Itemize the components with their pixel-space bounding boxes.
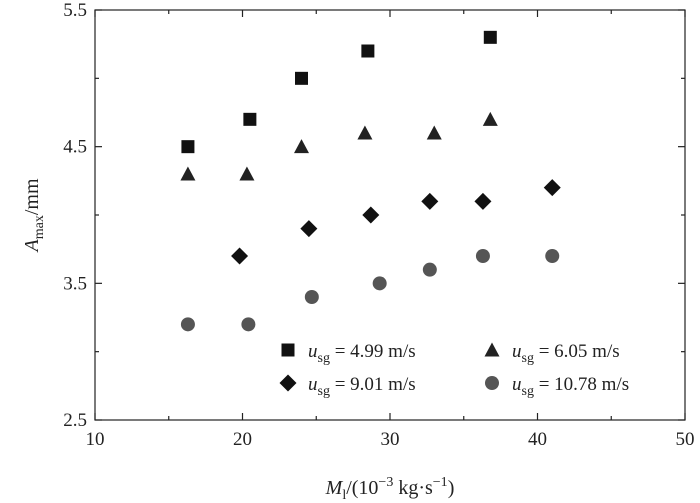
x-tick-label: 10	[86, 429, 105, 450]
data-point-circle	[241, 317, 256, 332]
data-point-diamond	[362, 206, 380, 224]
x-axis-label-unit-open: /(10	[346, 477, 378, 499]
x-axis-label-unit-mid: kg·s	[393, 477, 433, 499]
data-point-diamond	[421, 192, 439, 210]
legend-value: = 6.05 m/s	[534, 341, 620, 362]
data-point-triangle	[180, 166, 196, 181]
legend-marker-circle	[485, 376, 499, 390]
x-axis-label-main: M	[325, 477, 344, 499]
data-point-square	[483, 30, 497, 44]
data-point-triangle	[294, 139, 309, 154]
axis-tick-labels: 10 20 30 40 50 2.5 3.5 4.5 5.5	[63, 0, 694, 450]
data-point-triangle	[357, 125, 373, 140]
x-axis-label-unit-exp2: −1	[433, 475, 448, 490]
x-tick-label: 20	[233, 429, 252, 450]
y-axis-label-sub: max	[32, 215, 47, 239]
data-point-square	[181, 140, 195, 154]
data-point-diamond	[543, 179, 561, 197]
legend-symbol: u	[308, 374, 318, 395]
x-tick-label: 30	[381, 429, 400, 450]
data-point-square	[361, 44, 375, 58]
data-point-circle	[422, 262, 437, 277]
y-axis-label: Amax/mm	[21, 178, 47, 253]
legend-sub: sg	[522, 384, 534, 399]
legend-entry: usg = 10.78 m/s	[512, 374, 629, 399]
legend-value: = 4.99 m/s	[330, 341, 416, 362]
x-tick-label: 40	[528, 429, 547, 450]
data-point-circle	[545, 249, 560, 263]
legend-marker-diamond	[279, 374, 297, 392]
data-point-triangle	[482, 111, 498, 126]
x-tick-label: 50	[676, 429, 695, 450]
legend-marker-square	[281, 343, 295, 357]
legend-symbol: u	[512, 374, 522, 395]
legend-marker-triangle	[484, 342, 500, 357]
data-point-triangle	[426, 125, 442, 140]
x-axis-label-unit-close: )	[448, 477, 455, 499]
x-axis-label-unit-exp: −3	[378, 475, 393, 490]
legend-sub: sg	[318, 384, 330, 399]
y-tick-label: 3.5	[63, 273, 87, 294]
legend-entry: usg = 4.99 m/s	[308, 341, 416, 366]
data-point-triangle	[239, 166, 255, 181]
data-point-circle	[372, 276, 387, 291]
legend-sub: sg	[522, 351, 534, 366]
data-point-circle	[180, 317, 195, 332]
data-point-diamond	[300, 220, 318, 238]
data-point-diamond	[231, 247, 249, 265]
legend-entry: usg = 6.05 m/s	[512, 341, 620, 366]
y-axis-label-main: A	[21, 239, 43, 254]
data-point-square	[243, 112, 257, 126]
x-axis-label-sub: l	[342, 488, 346, 503]
y-tick-label: 2.5	[63, 410, 87, 431]
legend-value: = 9.01 m/s	[330, 374, 416, 395]
legend-entry: usg = 9.01 m/s	[308, 374, 416, 399]
y-axis-label-unit: /mm	[21, 178, 43, 215]
legend-symbol: u	[308, 341, 318, 362]
y-tick-label: 5.5	[63, 0, 87, 21]
x-axis-label: Ml/(10−3 kg·s−1)	[325, 475, 455, 503]
data-point-square	[295, 71, 308, 85]
axis-ticks	[94, 9, 686, 421]
y-tick-label: 4.5	[63, 137, 87, 158]
legend-symbol: u	[512, 341, 522, 362]
legend-sub: sg	[318, 351, 330, 366]
data-point-circle	[304, 290, 319, 304]
legend-value: = 10.78 m/s	[534, 374, 629, 395]
data-point-circle	[475, 249, 490, 263]
data-point-diamond	[474, 192, 492, 210]
data-markers	[180, 30, 561, 332]
